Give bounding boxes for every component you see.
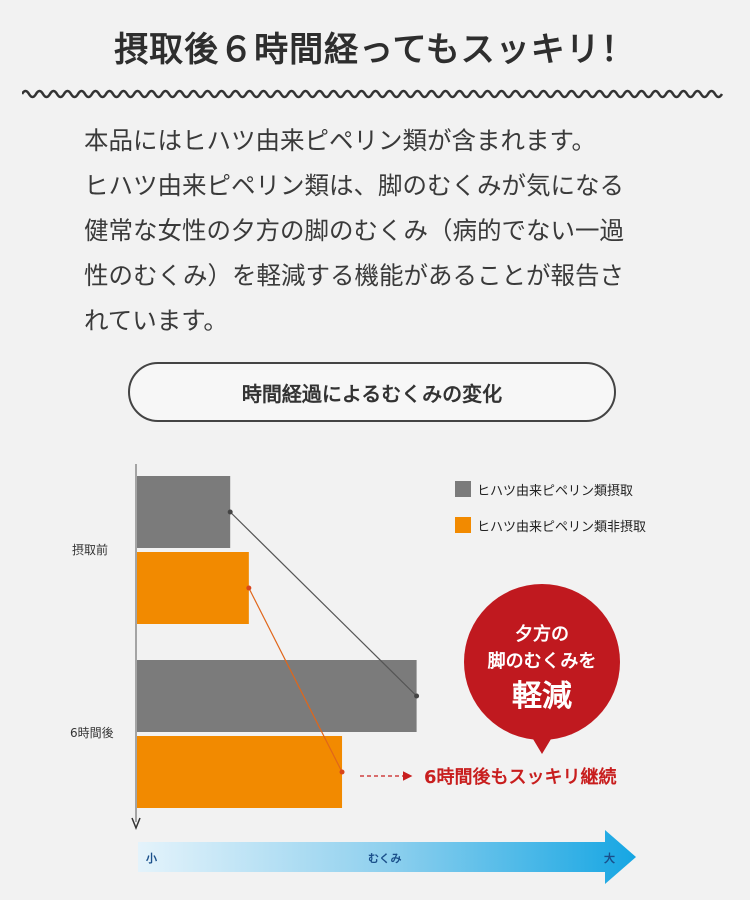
legend-label-taken: ヒハツ由来ピペリン類摂取 (477, 483, 633, 499)
connector-point (246, 585, 252, 591)
bar-taken-after (137, 660, 417, 732)
description-line: ヒハツ由来ピペリン類は、脚のむくみが気になる (84, 171, 624, 200)
legend-swatch-gray (455, 481, 471, 497)
legend-swatch-orange (455, 517, 471, 533)
swelling-chart: 摂取前 6時間後 ヒハツ由来ピペリン類摂取 ヒハツ由来ピペリン類非摂取 夕方の … (70, 464, 646, 884)
x-axis-min-label: 小 (145, 851, 157, 865)
wavy-divider (22, 89, 724, 99)
connector-point (227, 509, 233, 515)
x-axis-gradient-arrow (138, 830, 636, 884)
category-label-before: 摂取前 (72, 542, 108, 557)
bar-taken-before (137, 476, 231, 548)
description-text: 本品にはヒハツ由来ピペリン類が含まれます。 ヒハツ由来ピペリン類は、脚のむくみが… (84, 118, 684, 343)
x-axis-title: むくみ (368, 852, 401, 865)
description-line: 本品にはヒハツ由来ピペリン類が含まれます。 (84, 126, 597, 155)
callout-bubble: 夕方の 脚のむくみを 軽減 (464, 584, 620, 754)
callout-line2: 脚のむくみを (488, 651, 597, 672)
page-heading: 摂取後６時間経ってもスッキリ！ (114, 30, 636, 70)
connector-point (339, 769, 345, 775)
description-line: 健常な女性の夕方の脚のむくみ（病的でない一過 (84, 216, 624, 245)
description-line: れています。 (84, 306, 228, 335)
chart-title-pill: 時間経過によるむくみの変化 (128, 362, 616, 422)
connector-line-not-taken (248, 587, 343, 773)
callout-line3: 軽減 (512, 679, 572, 714)
category-label-after: 6時間後 (70, 726, 114, 740)
legend-label-not-taken: ヒハツ由来ピペリン類非摂取 (477, 519, 646, 535)
bar-not-taken-before (137, 552, 249, 624)
callout-line1: 夕方の (515, 623, 569, 645)
annotation-text: 6時間後もスッキリ継続 (424, 766, 617, 788)
bar-not-taken-after (137, 736, 343, 808)
connector-line-taken (229, 511, 418, 697)
connector-point (414, 693, 420, 699)
x-axis-max-label: 大 (604, 851, 615, 865)
description-line: 性のむくみ）を軽減する機能があることが報告さ (84, 261, 624, 290)
y-axis-arrow-icon (131, 817, 141, 831)
chart-title: 時間経過によるむくみの変化 (241, 381, 503, 406)
